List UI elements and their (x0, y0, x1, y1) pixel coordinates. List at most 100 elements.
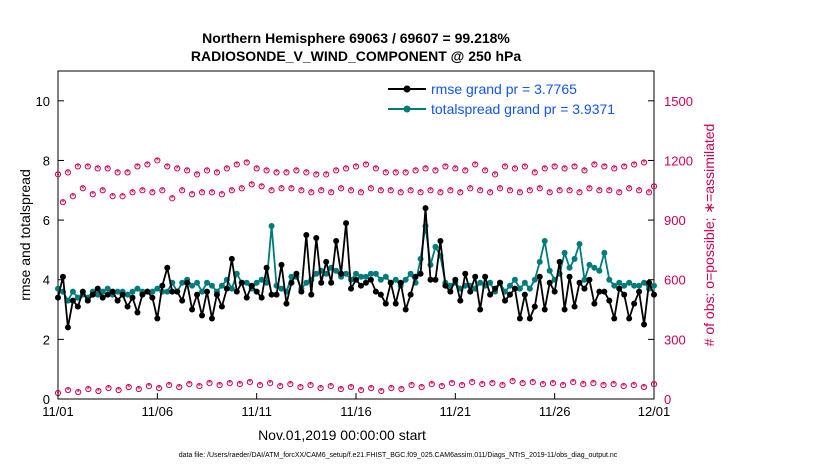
obs-assimilated-marker: * (543, 164, 547, 174)
obs-possible-marker (342, 165, 350, 172)
obs-assimilated-marker: * (324, 170, 328, 180)
obs-possible-marker (189, 191, 196, 198)
totalspread-point (546, 267, 553, 274)
rmse-point (566, 273, 573, 280)
rmse-point (199, 312, 206, 319)
rmse-point (452, 276, 459, 283)
rmse-point (626, 315, 633, 322)
rmse-point (218, 303, 225, 310)
obs-possible-marker (509, 378, 516, 385)
obs-possible-marker (392, 169, 399, 176)
y2-tick-label: 0 (664, 392, 671, 407)
obs-possible-marker (184, 167, 191, 174)
obs-possible-marker (581, 167, 588, 174)
obs-possible-marker (472, 161, 479, 168)
footnote: data file: /Users/raeder/DAI/ATM_forcXX/… (179, 452, 618, 459)
totalspread-point (571, 255, 578, 262)
rmse-point (55, 294, 61, 301)
obs-possible-marker (206, 379, 213, 387)
rmse-point (228, 255, 235, 262)
obs-possible-marker (636, 187, 643, 194)
obs-assimilated-marker: * (91, 190, 95, 200)
obs-possible-marker (129, 189, 136, 196)
obs-possible-marker (125, 383, 132, 391)
obs-possible-marker (477, 187, 484, 194)
obs-possible-marker (164, 163, 171, 170)
rmse-point (298, 288, 305, 295)
obs-assimilated-marker: * (339, 184, 343, 194)
obs-possible-marker (196, 382, 203, 390)
obs-possible-marker (99, 187, 106, 194)
rmse-point (497, 279, 504, 286)
x-tick-label: 11/26 (539, 404, 571, 419)
rmse-point (606, 297, 613, 304)
rmse-point (541, 306, 548, 313)
x-tick-label: 11/11 (241, 404, 272, 419)
obs-assimilated-marker: * (582, 380, 586, 390)
obs-possible-marker (521, 163, 528, 170)
obs-assimilated-marker: * (195, 170, 199, 180)
obs-assimilated-marker: * (126, 168, 130, 178)
obs-assimilated-marker: * (652, 182, 656, 192)
rmse-point (551, 288, 558, 295)
obs-assimilated-marker: * (420, 383, 424, 393)
obs-possible-marker (357, 189, 365, 196)
obs-possible-marker (166, 381, 173, 389)
obs-assimilated-marker: * (280, 184, 284, 194)
rmse-point (621, 291, 628, 298)
obs-possible-marker (601, 163, 608, 170)
obs-possible-marker (135, 385, 142, 393)
obs-assimilated-marker: * (121, 192, 125, 202)
rmse-point (397, 279, 404, 286)
obs-assimilated-marker: * (511, 377, 515, 387)
totalspread-point (268, 223, 275, 230)
rmse-point (179, 297, 186, 304)
totalspread-point (253, 279, 260, 286)
rmse-point (164, 264, 171, 271)
obs-possible-marker (74, 163, 81, 170)
obs-possible-marker (489, 379, 496, 387)
obs-assimilated-marker: * (603, 162, 607, 172)
rmse-point (318, 279, 325, 286)
obs-assimilated-marker: * (310, 188, 314, 198)
obs-assimilated-marker: * (450, 379, 454, 389)
obs-possible-marker (546, 189, 553, 196)
obs-assimilated-marker: * (208, 379, 212, 389)
obs-assimilated-marker: * (166, 162, 170, 172)
rmse-point (556, 258, 563, 265)
obs-assimilated-marker: * (240, 184, 244, 194)
obs-possible-marker (317, 384, 324, 392)
obs-possible-marker (438, 382, 445, 390)
totalspread-point (531, 276, 538, 283)
obs-possible-marker (591, 161, 598, 168)
obs-assimilated-marker: * (379, 186, 383, 196)
obs-possible-marker (561, 165, 568, 172)
obs-possible-marker (268, 187, 275, 194)
obs-assimilated-marker: * (275, 168, 279, 178)
obs-assimilated-marker: * (146, 160, 150, 170)
x-axis-label: Nov.01,2019 00:00:00 start (258, 427, 426, 443)
rmse-point (357, 282, 364, 289)
obs-assimilated-marker: * (245, 158, 249, 168)
rmse-point (407, 291, 414, 298)
chart-title: Northern Hemisphere 69063 / 69607 = 99.2… (202, 30, 510, 46)
totalspread-point (278, 285, 285, 292)
obs-possible-marker (323, 171, 330, 178)
rmse-point (362, 279, 369, 286)
obs-possible-marker (174, 165, 181, 172)
obs-assimilated-marker: * (107, 384, 111, 394)
obs-possible-marker (378, 387, 385, 395)
totalspread-point (362, 273, 369, 280)
obs-assimilated-marker: * (384, 168, 388, 178)
obs-possible-marker (95, 387, 102, 395)
rmse-point (104, 291, 111, 298)
rmse-point (502, 297, 508, 304)
obs-assimilated-marker: * (180, 186, 184, 196)
totalspread-point (129, 288, 136, 295)
rmse-point (641, 321, 648, 328)
obs-assimilated-marker: * (414, 166, 418, 176)
totalspread-point (616, 279, 623, 286)
obs-possible-marker (246, 379, 254, 386)
rmse-point (591, 300, 598, 307)
